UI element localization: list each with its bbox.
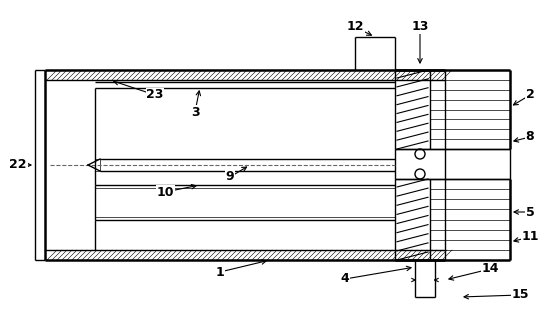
Text: 2: 2	[526, 89, 534, 101]
Text: 10: 10	[157, 185, 174, 198]
Text: 8: 8	[526, 130, 534, 144]
Text: 15: 15	[511, 288, 529, 301]
Text: 5: 5	[526, 205, 534, 218]
Text: 23: 23	[147, 89, 164, 101]
Text: 13: 13	[411, 21, 428, 33]
Text: 1: 1	[216, 266, 224, 279]
Text: 11: 11	[521, 231, 539, 244]
Text: 3: 3	[191, 106, 199, 118]
Text: 9: 9	[226, 170, 234, 183]
Text: 4: 4	[341, 272, 350, 285]
Bar	[95, 159, 100, 171]
Text: 12: 12	[346, 21, 364, 33]
Text: 22: 22	[9, 159, 27, 171]
Text: 14: 14	[481, 263, 499, 276]
